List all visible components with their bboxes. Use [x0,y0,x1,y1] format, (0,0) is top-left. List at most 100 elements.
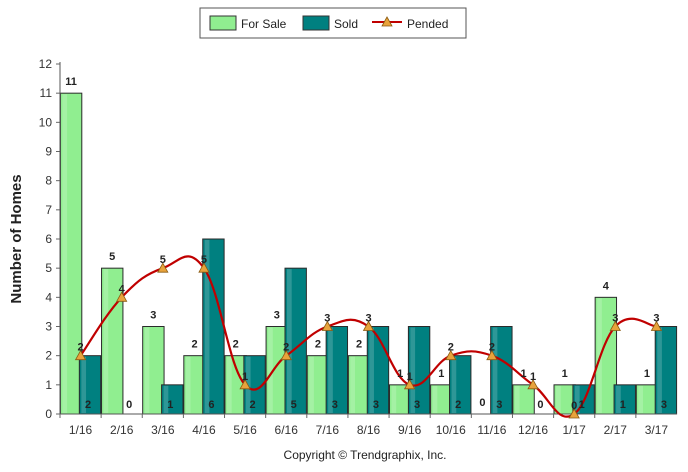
bar-for-sale-shine [350,356,356,413]
x-tick-label: 4/16 [192,423,216,437]
label-for-sale: 1 [644,368,650,380]
pended-marker [74,349,87,361]
bar-for-sale [142,326,165,415]
bar-sold-shine [81,356,87,413]
bar-sold-shine [328,327,333,413]
bar-for-sale-shine [514,385,520,413]
y-tick-label: 7 [45,203,52,217]
legend-marker-pended [381,16,393,27]
label-pended: 3 [612,313,618,325]
y-tick-label: 6 [45,232,52,246]
y-tick-label: 12 [39,57,53,71]
label-sold: 6 [208,399,214,411]
label-for-sale: 2 [315,339,321,351]
bar-sold-shine [163,385,169,413]
bar-for-sale [347,355,371,415]
pended-marker [198,262,210,273]
pended-marker [321,320,334,331]
label-for-sale: 2 [233,339,239,351]
bar-for-sale-shine [638,385,643,413]
pended-marker [157,262,169,273]
label-for-sale: 1 [397,368,403,380]
label-pended: 3 [653,313,659,325]
y-tick-label: 8 [45,174,52,188]
legend-label-pended: Pended [407,17,448,31]
label-for-sale: 2 [356,339,362,351]
bar-sold-shine [204,240,210,413]
pended-marker [568,408,580,419]
label-sold: 1 [167,399,173,411]
label-pended: 2 [78,342,84,354]
label-pended: 5 [160,254,166,266]
x-tick-label: 2/16 [110,423,134,437]
legend-swatch-sold [302,15,330,31]
x-tick-label: 9/16 [398,423,422,437]
bar-sold-shine [657,327,662,413]
bar-sold-shine [451,356,457,413]
label-for-sale: 2 [191,339,197,351]
bar-for-sale [306,355,330,415]
x-tick-label: 3/16 [151,423,175,437]
pended-line [74,255,663,419]
label-for-sale: 5 [109,251,115,263]
label-pended: 3 [365,313,371,325]
bar-sold-shine [574,385,580,413]
pended-marker [403,379,416,390]
label-pended: 2 [489,342,495,354]
y-tick-label: 4 [45,290,52,304]
bar-for-sale-shine [309,356,314,413]
bar-sold-shine [492,327,498,413]
label-pended: 2 [283,342,289,354]
label-sold: 2 [85,399,91,411]
x-tick-label: 11/16 [477,423,506,437]
label-pended: 1 [407,371,413,383]
bar-for-sale-shine [103,269,109,413]
bar-for-sale-shine [432,385,438,413]
pended-marker [609,320,621,331]
x-tick-label: 1/17 [562,423,586,437]
pended-marker [116,291,128,302]
bar-for-sale [183,355,206,415]
label-for-sale: 11 [65,76,77,88]
label-for-sale: 4 [603,280,610,292]
y-tick-label: 11 [40,86,53,100]
bar-for-sale [430,384,453,415]
x-tick-label: 12/16 [518,423,548,437]
legend-swatch-for-sale [209,15,237,31]
y-tick-label: 9 [45,145,52,159]
label-sold: 2 [455,399,461,411]
bar-for-sale-shine [556,385,561,413]
pended-marker [650,320,663,331]
label-for-sale: 3 [150,310,156,322]
copyright-text: Copyright © Trendgraphix, Inc. [284,448,447,462]
bar-for-sale [635,384,659,415]
x-tick-label: 7/16 [316,423,340,437]
label-sold: 1 [579,399,585,411]
label-pended: 2 [448,342,454,354]
bar-for-sale-shine [226,356,232,413]
pended-marker [527,379,539,390]
x-tick-label: 6/16 [275,423,299,437]
bars [59,92,678,415]
x-tick-label: 8/16 [357,423,381,437]
label-sold: 1 [620,399,626,411]
y-tick-label: 10 [39,115,53,129]
label-for-sale: 3 [274,310,280,322]
pended-marker [445,349,457,361]
label-sold: 3 [373,399,379,411]
label-sold: 3 [661,399,667,411]
label-sold: 3 [414,399,420,411]
bar-for-sale [59,92,83,415]
y-tick-label: 5 [45,261,52,275]
label-for-sale: 1 [562,368,568,380]
bar-for-sale [265,326,288,415]
bar-for-sale-shine [268,327,273,413]
y-tick-label: 0 [45,407,52,421]
label-sold: 0 [537,399,543,411]
label-sold: 3 [332,399,338,411]
pended-marker [239,379,251,390]
y-tick-label: 3 [45,320,52,334]
